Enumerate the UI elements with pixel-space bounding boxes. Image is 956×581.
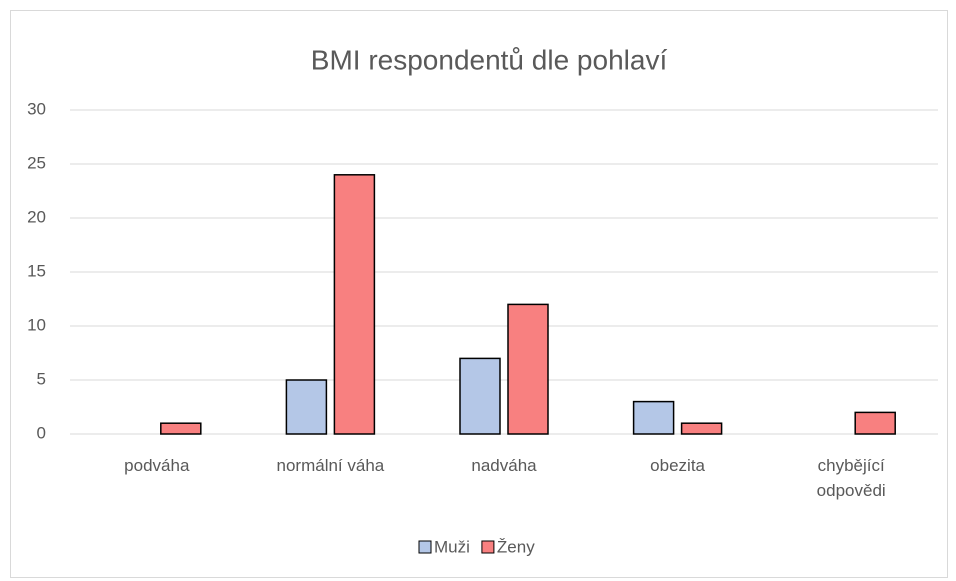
y-tick-label: 25 (27, 153, 46, 172)
x-tick-label: normální váha (276, 456, 385, 475)
bar (632, 400, 675, 435)
bar (285, 379, 328, 435)
y-tick-label: 15 (27, 261, 46, 280)
legend-label: Ženy (497, 537, 535, 556)
y-tick-label: 0 (37, 423, 46, 442)
chart-frame (10, 10, 948, 578)
bar (507, 303, 549, 435)
chart-title: BMI respondentů dle pohlaví (311, 44, 668, 75)
legend-swatch (481, 540, 495, 554)
legend-label: Muži (434, 537, 470, 556)
x-tick-label: nadváha (471, 456, 537, 475)
bar (333, 174, 376, 435)
bar (160, 422, 202, 435)
bar (680, 422, 723, 435)
y-tick-label: 5 (37, 369, 46, 388)
y-tick-label: 20 (27, 207, 46, 226)
x-tick-label: chybějící odpovědi (816, 456, 886, 500)
x-tick-label: podváha (124, 456, 190, 475)
bar (854, 411, 896, 435)
y-tick-label: 30 (27, 99, 46, 118)
y-tick-label: 10 (27, 315, 46, 334)
x-tick-label: obezita (650, 456, 705, 475)
bar (459, 357, 501, 435)
legend-swatch (418, 540, 432, 554)
